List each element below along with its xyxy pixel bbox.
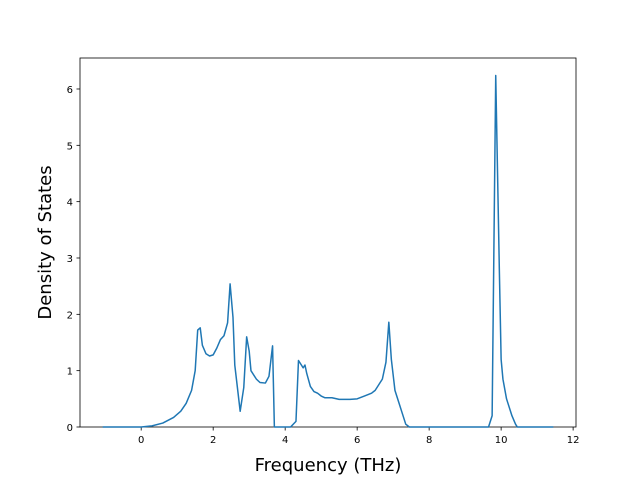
y-tick-label: 5 xyxy=(67,141,73,152)
x-axis-label: Frequency (THz) xyxy=(255,455,402,476)
x-tick-label: 6 xyxy=(354,435,360,446)
axes-frame xyxy=(79,57,577,428)
y-tick-label: 1 xyxy=(67,367,73,378)
y-tick-label: 2 xyxy=(67,310,73,321)
y-axis-label: Density of States xyxy=(35,165,56,319)
y-tick-label: 4 xyxy=(67,198,73,209)
y-tick-label: 0 xyxy=(67,423,73,434)
x-tick-label: 2 xyxy=(210,435,216,446)
y-tick-label: 6 xyxy=(67,85,73,96)
x-tick-label: 8 xyxy=(426,435,432,446)
y-tick-label: 3 xyxy=(67,254,73,265)
x-tick-label: 4 xyxy=(282,435,288,446)
x-tick-label: 10 xyxy=(495,435,508,446)
x-tick-label: 0 xyxy=(138,435,144,446)
data-line xyxy=(102,74,554,428)
x-tick-label: 12 xyxy=(567,435,580,446)
